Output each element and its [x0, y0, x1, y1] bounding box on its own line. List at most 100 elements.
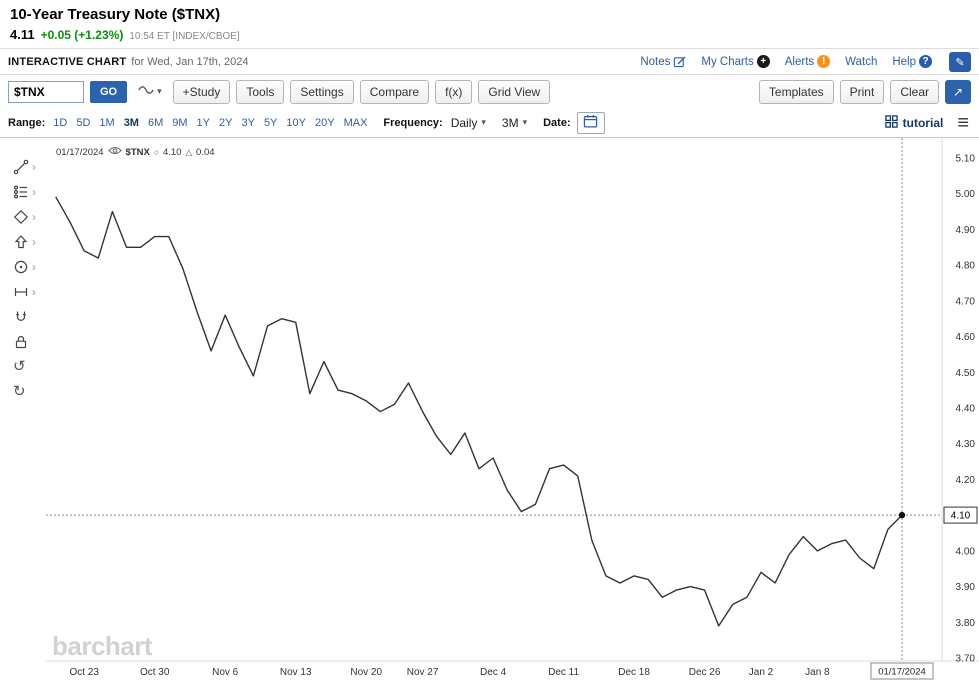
svg-text:4.50: 4.50: [956, 368, 976, 379]
menu-icon[interactable]: ≡: [957, 111, 969, 134]
chevron-right-icon: ›: [32, 184, 36, 199]
shapes-tool[interactable]: ›: [0, 204, 46, 229]
svg-text:4.70: 4.70: [956, 296, 976, 307]
range-9m[interactable]: 9M: [172, 116, 188, 129]
legend-last: 4.10: [162, 146, 182, 158]
edit-chart-button[interactable]: ✎: [949, 51, 971, 72]
magnet-tool[interactable]: [0, 304, 46, 329]
chart-canvas[interactable]: 5.10 5.00 4.90 4.80 4.70 4.60 4.50 4.40 4.30 4.20…: [46, 138, 979, 691]
range-6m[interactable]: 6M: [147, 116, 164, 129]
range-20y[interactable]: 20Y: [314, 116, 335, 129]
tutorial-link[interactable]: tutorial: [884, 114, 944, 131]
chart-date-label: for Wed, Jan 17th, 2024: [131, 55, 249, 68]
frequency-select[interactable]: Daily ▾: [451, 116, 486, 130]
arrow-tool[interactable]: ›: [0, 229, 46, 254]
price-chart[interactable]: 5.10 5.00 4.90 4.80 4.70 4.60 4.50 4.40 4.30 4.20…: [46, 138, 979, 691]
range-3m[interactable]: 3M: [123, 116, 139, 129]
range-5y[interactable]: 5Y: [263, 116, 278, 129]
range-3y[interactable]: 3Y: [241, 116, 255, 129]
svg-text:3.90: 3.90: [956, 582, 976, 593]
chevron-down-icon: ▾: [157, 86, 162, 96]
svg-text:Oct 30: Oct 30: [140, 667, 170, 678]
svg-text:01/17/2024: 01/17/2024: [878, 667, 926, 678]
chart-subheader: INTERACTIVE CHART for Wed, Jan 17th, 202…: [0, 48, 979, 75]
svg-text:4.30: 4.30: [956, 439, 976, 450]
period-select[interactable]: 3M ▾: [502, 116, 527, 130]
range-label: Range:: [8, 116, 46, 129]
grid-icon: [884, 114, 898, 131]
svg-text:Nov 20: Nov 20: [350, 667, 382, 678]
header-links: Notes My Charts + Alerts! Watch Help?: [640, 55, 932, 68]
help-icon: ?: [919, 55, 932, 68]
header-link-watch[interactable]: Watch: [845, 55, 878, 68]
chevron-right-icon: ›: [32, 159, 36, 174]
range-5d[interactable]: 5D: [76, 116, 91, 129]
range-options: 1D 5D 1M 3M 6M 9M 1Y 2Y 3Y 5Y 10Y 20Y MAX: [53, 117, 367, 129]
shapes-icon: [13, 209, 29, 225]
settings-button[interactable]: Settings: [290, 79, 354, 104]
tools-button[interactable]: Tools: [236, 79, 285, 104]
range-bar-right: tutorial ≡: [884, 111, 969, 134]
pencil-icon: ✎: [955, 56, 965, 69]
circle-tool[interactable]: ›: [0, 254, 46, 279]
tutorial-label: tutorial: [902, 115, 944, 130]
symbol-input[interactable]: [8, 80, 84, 103]
date-picker-button[interactable]: [576, 111, 605, 134]
undo-icon: ↺: [13, 358, 26, 375]
trendline-tool[interactable]: ›: [0, 154, 46, 179]
external-link-icon: ↗: [952, 85, 964, 99]
magnet-icon: [13, 309, 29, 325]
svg-text:Nov 13: Nov 13: [280, 667, 312, 678]
range-1m[interactable]: 1M: [99, 116, 115, 129]
study-button[interactable]: +Study: [172, 79, 231, 104]
legend-date: 01/17/2024: [56, 146, 104, 158]
svg-text:Dec 4: Dec 4: [480, 667, 507, 678]
templates-button[interactable]: Templates: [758, 79, 834, 104]
quote-price-row: 4.11 +0.05 (+1.23%) 10:54 ET [INDEX/CBOE…: [10, 27, 969, 42]
range-max[interactable]: MAX: [343, 116, 368, 129]
mycharts-icon: +: [756, 55, 770, 68]
header-link-notes[interactable]: Notes: [640, 55, 686, 68]
range-10y[interactable]: 10Y: [286, 116, 306, 129]
eye-icon[interactable]: [107, 146, 122, 158]
trendline-icon: [13, 159, 29, 175]
chevron-right-icon: ›: [32, 284, 36, 299]
f-x-button[interactable]: f(x): [435, 79, 473, 104]
range-2y[interactable]: 2Y: [219, 116, 233, 129]
header-link-my-charts[interactable]: My Charts +: [701, 55, 770, 68]
range-1d[interactable]: 1D: [53, 116, 68, 129]
price-change: +0.05 (+1.23%): [40, 28, 124, 42]
grid-view-button[interactable]: Grid View: [478, 79, 551, 104]
measure-icon: [13, 284, 29, 300]
chart-main-area: › › › › › › ↺ ↻ 5.10 5.00 4.90 4.80 4.70 4.60 4.50 4.4…: [0, 138, 979, 691]
measure-tool[interactable]: ›: [0, 279, 46, 304]
header-link-help[interactable]: Help?: [892, 55, 932, 68]
svg-text:4.40: 4.40: [956, 404, 976, 415]
undo-tool[interactable]: ↺: [0, 354, 46, 379]
svg-text:3.70: 3.70: [956, 654, 976, 665]
clear-button[interactable]: Clear: [890, 79, 939, 104]
chevron-right-icon: ›: [32, 259, 36, 274]
studies-tool[interactable]: ›: [0, 179, 46, 204]
toolbar-left-buttons: +Study Tools Settings Compare f(x) Grid View: [172, 79, 551, 104]
quote-timestamp: 10:54 ET [INDEX/CBOE]: [129, 31, 240, 42]
redo-tool[interactable]: ↻: [0, 379, 46, 404]
range-bar: Range: 1D 5D 1M 3M 6M 9M 1Y 2Y 3Y 5Y 10Y 20Y MAX Fre…: [0, 108, 979, 138]
lock-tool[interactable]: [0, 329, 46, 354]
compare-button[interactable]: Compare: [359, 79, 430, 104]
period-value: 3M: [501, 115, 519, 130]
calendar-icon: [583, 114, 598, 131]
pop-out-chart-button[interactable]: ↗: [945, 79, 971, 104]
go-button[interactable]: GO: [90, 80, 128, 103]
svg-text:Oct 23: Oct 23: [69, 667, 99, 678]
legend-symbol: $TNX: [125, 146, 150, 158]
interactive-chart-label: INTERACTIVE CHART: [8, 55, 127, 68]
date-label: Date:: [543, 116, 571, 129]
print-button[interactable]: Print: [839, 79, 885, 104]
header-link-alerts[interactable]: Alerts!: [785, 55, 831, 68]
chart-toolbar: GO ▾ +StudyToolsSettingsComparef(x)Grid …: [0, 75, 979, 108]
chart-legend: 01/17/2024 $TNX ○ 4.10 △ 0.04: [56, 146, 215, 158]
chart-type-selector[interactable]: ▾: [133, 84, 167, 99]
svg-text:4.80: 4.80: [956, 261, 976, 272]
range-1y[interactable]: 1Y: [196, 116, 210, 129]
